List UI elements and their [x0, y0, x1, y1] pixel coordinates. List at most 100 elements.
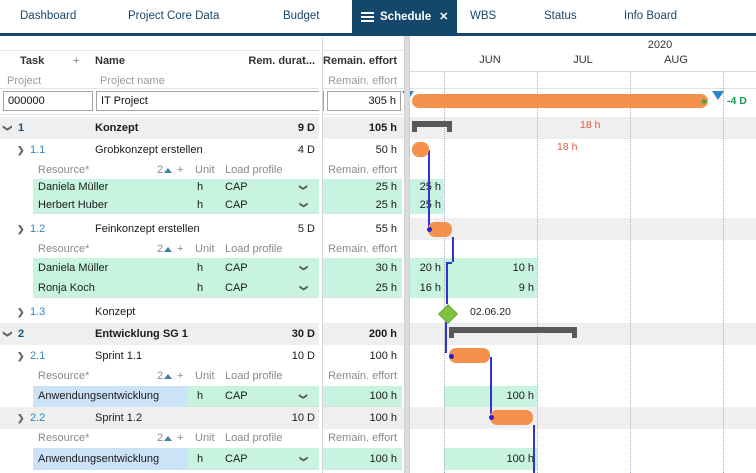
- load-profile-dropdown-icon[interactable]: ❯: [299, 455, 309, 463]
- resource-name[interactable]: Anwendungsentwicklung: [38, 390, 160, 402]
- load-profile-dropdown-icon[interactable]: ❯: [299, 284, 309, 292]
- col-header-name[interactable]: Name: [95, 55, 125, 67]
- resource-effort: 100 h: [369, 390, 397, 402]
- collapse-chevron[interactable]: ❯: [17, 307, 25, 317]
- resource-name[interactable]: Herbert Huber: [38, 199, 108, 211]
- project-bar[interactable]: [412, 94, 708, 108]
- task-2-1-bar[interactable]: [449, 348, 490, 363]
- collapse-chevron[interactable]: ❯: [17, 413, 25, 423]
- resource-load-profile[interactable]: CAP: [225, 181, 248, 193]
- task-number[interactable]: 1.3: [30, 306, 46, 318]
- task-1-2-bar[interactable]: [428, 222, 452, 237]
- close-icon[interactable]: ✕: [439, 11, 449, 23]
- collapse-chevron[interactable]: ❯: [17, 351, 25, 361]
- resource-load-profile[interactable]: CAP: [225, 262, 248, 274]
- tab-status[interactable]: Status: [544, 10, 577, 22]
- add-resource-button[interactable]: +: [177, 370, 184, 382]
- resource-sort-indicator[interactable]: 2: [157, 429, 173, 448]
- collapse-chevron[interactable]: ❯: [17, 224, 25, 234]
- col-header-effort[interactable]: Remain. effort: [323, 55, 397, 67]
- task-number[interactable]: 1: [18, 122, 25, 134]
- resource-unit[interactable]: h: [197, 390, 204, 402]
- tab-label: Schedule: [380, 10, 432, 23]
- resource-unit[interactable]: h: [197, 282, 204, 294]
- load-profile-dropdown-icon[interactable]: ❯: [299, 201, 309, 209]
- gantt-year-label: 2020: [647, 39, 673, 51]
- project-end-marker: [712, 91, 724, 100]
- task-duration: 10 D: [291, 412, 315, 424]
- dependency-connector: [490, 357, 492, 414]
- row-band-table: [0, 407, 404, 429]
- task-effort: 50 h: [375, 144, 397, 156]
- task-name[interactable]: Konzept: [95, 306, 136, 318]
- gantt-gridline: [444, 72, 445, 473]
- task-number[interactable]: 2.1: [30, 350, 46, 362]
- task-name[interactable]: Sprint 1.1: [95, 350, 143, 362]
- task-name[interactable]: Sprint 1.2: [95, 412, 143, 424]
- resource-row: [33, 278, 402, 298]
- collapse-chevron[interactable]: ❯: [17, 145, 25, 155]
- add-resource-button[interactable]: +: [177, 243, 184, 255]
- resource-effort: 30 h: [375, 262, 397, 274]
- task-name[interactable]: Grobkonzept erstellen: [95, 144, 203, 156]
- load-profile-dropdown-icon[interactable]: ❯: [298, 184, 308, 191]
- resource-name[interactable]: Daniela Müller: [38, 262, 109, 274]
- gantt-resource-cell: 25 h: [410, 179, 444, 196]
- overload-label: 18 h: [580, 119, 601, 131]
- resource-load-profile[interactable]: CAP: [225, 390, 248, 402]
- add-column-button[interactable]: +: [73, 55, 80, 67]
- resource-load-profile[interactable]: CAP: [225, 453, 248, 465]
- tab-budget[interactable]: Budget: [283, 10, 320, 22]
- add-resource-button[interactable]: +: [177, 432, 184, 444]
- expand-chevron[interactable]: ❯: [2, 330, 13, 338]
- task-number[interactable]: 1.1: [30, 144, 46, 156]
- col-header-duration[interactable]: Rem. durat...: [248, 55, 315, 67]
- add-resource-button[interactable]: +: [177, 164, 184, 176]
- tab-dashboard[interactable]: Dashboard: [20, 10, 77, 22]
- task-number[interactable]: 2: [18, 328, 25, 340]
- menu-icon[interactable]: [361, 10, 374, 24]
- task-number[interactable]: 2.2: [30, 412, 46, 424]
- resource-unit[interactable]: h: [197, 181, 204, 193]
- project-name-input[interactable]: [96, 91, 324, 111]
- milestone-diamond[interactable]: [438, 304, 458, 324]
- resource-name[interactable]: Anwendungsentwicklung: [38, 453, 160, 465]
- gantt-cell-value: 9 h: [518, 282, 534, 294]
- resource-load-profile[interactable]: CAP: [225, 282, 248, 294]
- task-name[interactable]: Konzept: [95, 122, 139, 134]
- resource-sort-indicator[interactable]: 2: [157, 161, 173, 179]
- task-name[interactable]: Entwicklung SG 1: [95, 328, 188, 340]
- tab-wbs[interactable]: WBS: [470, 10, 497, 22]
- resource-name[interactable]: Ronja Koch: [38, 282, 95, 294]
- load-profile-dropdown-icon[interactable]: ❯: [299, 264, 309, 272]
- summary-1[interactable]: [412, 121, 452, 132]
- project-effort-input[interactable]: [327, 91, 401, 111]
- load-profile-dropdown-icon[interactable]: ❯: [298, 393, 308, 400]
- summary-2[interactable]: [449, 327, 577, 338]
- table-gantt-splitter[interactable]: [404, 36, 410, 473]
- tab-project-core-data[interactable]: Project Core Data: [128, 10, 220, 22]
- resource-load-profile[interactable]: CAP: [225, 199, 248, 211]
- task-1-1-bar[interactable]: [412, 142, 429, 157]
- task-2-2-bar[interactable]: [490, 410, 533, 425]
- col-header-task[interactable]: Task: [20, 55, 45, 67]
- load-profile-col-header: Load profile: [225, 432, 283, 444]
- expand-chevron[interactable]: ❯: [2, 124, 13, 132]
- task-name[interactable]: Feinkonzept erstellen: [95, 223, 200, 235]
- resource-sort-indicator[interactable]: 2: [157, 240, 173, 258]
- resource-name[interactable]: Daniela Müller: [38, 181, 109, 193]
- tab-info-board[interactable]: Info Board: [624, 10, 678, 22]
- resource-unit[interactable]: h: [197, 262, 204, 274]
- resource-effort: 100 h: [369, 453, 397, 465]
- project-id-input[interactable]: [3, 91, 93, 111]
- resource-unit[interactable]: h: [197, 453, 204, 465]
- milestone-date-label: 02.06.20: [470, 306, 511, 318]
- tab-schedule[interactable]: Schedule ✕: [352, 0, 458, 33]
- subheader-project: Project: [7, 75, 42, 87]
- resource-sort-indicator[interactable]: 2: [157, 367, 173, 386]
- header-bottom-line: [0, 88, 756, 89]
- row-band-gantt: [404, 117, 756, 139]
- task-number[interactable]: 1.2: [30, 223, 46, 235]
- resource-unit[interactable]: h: [197, 199, 204, 211]
- menu-icon-bar: [361, 11, 374, 14]
